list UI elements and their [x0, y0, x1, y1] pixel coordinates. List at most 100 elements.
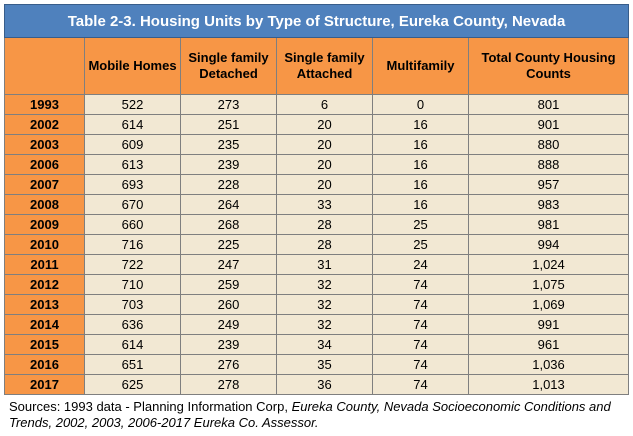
total-cell: 1,036 [467, 354, 630, 375]
total-cell: 801 [467, 94, 630, 115]
multifamily-cell: 24 [372, 254, 469, 275]
year-cell: 2002 [4, 114, 85, 135]
table-row: 2003 609 235 20 16 880 [4, 134, 630, 155]
mobile-homes-cell: 703 [84, 294, 181, 315]
multifamily-cell: 25 [372, 214, 469, 235]
housing-table-frame: Table 2-3. Housing Units by Type of Stru… [3, 4, 630, 395]
multifamily-cell: 74 [372, 374, 469, 395]
detached-cell: 239 [180, 334, 277, 355]
detached-cell: 273 [180, 94, 277, 115]
detached-cell: 259 [180, 274, 277, 295]
year-cell: 2015 [4, 334, 85, 355]
header-year [4, 37, 85, 95]
detached-cell: 247 [180, 254, 277, 275]
table-row: 2012 710 259 32 74 1,075 [4, 274, 630, 295]
mobile-homes-cell: 710 [84, 274, 181, 295]
attached-cell: 20 [276, 174, 373, 195]
header-single-family-attached: Single family Attached [276, 37, 373, 95]
total-cell: 983 [467, 194, 630, 215]
table-row: 2014 636 249 32 74 991 [4, 314, 630, 335]
mobile-homes-cell: 613 [84, 154, 181, 175]
detached-cell: 260 [180, 294, 277, 315]
detached-cell: 228 [180, 174, 277, 195]
mobile-homes-cell: 693 [84, 174, 181, 195]
total-cell: 1,013 [467, 374, 630, 395]
attached-cell: 34 [276, 334, 373, 355]
mobile-homes-cell: 609 [84, 134, 181, 155]
attached-cell: 32 [276, 314, 373, 335]
multifamily-cell: 16 [372, 114, 469, 135]
table-row: 2016 651 276 35 74 1,036 [4, 354, 630, 375]
mobile-homes-cell: 625 [84, 374, 181, 395]
multifamily-cell: 16 [372, 194, 469, 215]
detached-cell: 225 [180, 234, 277, 255]
detached-cell: 251 [180, 114, 277, 135]
total-cell: 957 [467, 174, 630, 195]
detached-cell: 268 [180, 214, 277, 235]
total-cell: 991 [467, 314, 630, 335]
year-cell: 2016 [4, 354, 85, 375]
attached-cell: 20 [276, 134, 373, 155]
total-cell: 1,075 [467, 274, 630, 295]
multifamily-cell: 74 [372, 294, 469, 315]
year-cell: 2012 [4, 274, 85, 295]
multifamily-cell: 74 [372, 354, 469, 375]
total-cell: 888 [467, 154, 630, 175]
total-cell: 981 [467, 214, 630, 235]
mobile-homes-cell: 614 [84, 114, 181, 135]
year-cell: 2007 [4, 174, 85, 195]
detached-cell: 264 [180, 194, 277, 215]
total-cell: 994 [467, 234, 630, 255]
attached-cell: 20 [276, 114, 373, 135]
multifamily-cell: 74 [372, 274, 469, 295]
attached-cell: 36 [276, 374, 373, 395]
total-cell: 961 [467, 334, 630, 355]
table-row: 1993 522 273 6 0 801 [4, 94, 630, 115]
header-multifamily: Multifamily [372, 37, 469, 95]
sources-title: Eureka County, Nevada Socioeconomic Cond… [9, 399, 611, 430]
year-cell: 2009 [4, 214, 85, 235]
title-row: Table 2-3. Housing Units by Type of Stru… [3, 4, 630, 38]
attached-cell: 32 [276, 294, 373, 315]
year-cell: 2014 [4, 314, 85, 335]
total-cell: 1,024 [467, 254, 630, 275]
table-row: 2010 716 225 28 25 994 [4, 234, 630, 255]
header-mobile-homes: Mobile Homes [84, 37, 181, 95]
table-row: 2013 703 260 32 74 1,069 [4, 294, 630, 315]
year-cell: 2008 [4, 194, 85, 215]
mobile-homes-cell: 716 [84, 234, 181, 255]
table-row: 2015 614 239 34 74 961 [4, 334, 630, 355]
multifamily-cell: 16 [372, 154, 469, 175]
table-row: 2011 722 247 31 24 1,024 [4, 254, 630, 275]
table-row: 2007 693 228 20 16 957 [4, 174, 630, 195]
detached-cell: 249 [180, 314, 277, 335]
mobile-homes-cell: 722 [84, 254, 181, 275]
multifamily-cell: 25 [372, 234, 469, 255]
mobile-homes-cell: 651 [84, 354, 181, 375]
multifamily-cell: 16 [372, 174, 469, 195]
attached-cell: 31 [276, 254, 373, 275]
attached-cell: 28 [276, 234, 373, 255]
table-row: 2006 613 239 20 16 888 [4, 154, 630, 175]
sources-prefix: Sources: 1993 data - Planning Informatio… [9, 399, 292, 414]
table-row: 2009 660 268 28 25 981 [4, 214, 630, 235]
header-row: Mobile Homes Single family Detached Sing… [4, 37, 630, 95]
multifamily-cell: 74 [372, 314, 469, 335]
table-title: Table 2-3. Housing Units by Type of Stru… [3, 4, 630, 38]
year-cell: 2013 [4, 294, 85, 315]
year-cell: 2003 [4, 134, 85, 155]
table-body: 1993 522 273 6 0 801 2002 614 251 20 16 901 2003 609 2… [4, 94, 630, 395]
mobile-homes-cell: 670 [84, 194, 181, 215]
total-cell: 901 [467, 114, 630, 135]
total-cell: 1,069 [467, 294, 630, 315]
detached-cell: 239 [180, 154, 277, 175]
year-cell: 2006 [4, 154, 85, 175]
table-row: 2017 625 278 36 74 1,013 [4, 374, 630, 395]
total-cell: 880 [467, 134, 630, 155]
attached-cell: 20 [276, 154, 373, 175]
sources-note: Sources: 1993 data - Planning Informatio… [9, 399, 629, 431]
multifamily-cell: 74 [372, 334, 469, 355]
attached-cell: 32 [276, 274, 373, 295]
year-cell: 1993 [4, 94, 85, 115]
attached-cell: 28 [276, 214, 373, 235]
